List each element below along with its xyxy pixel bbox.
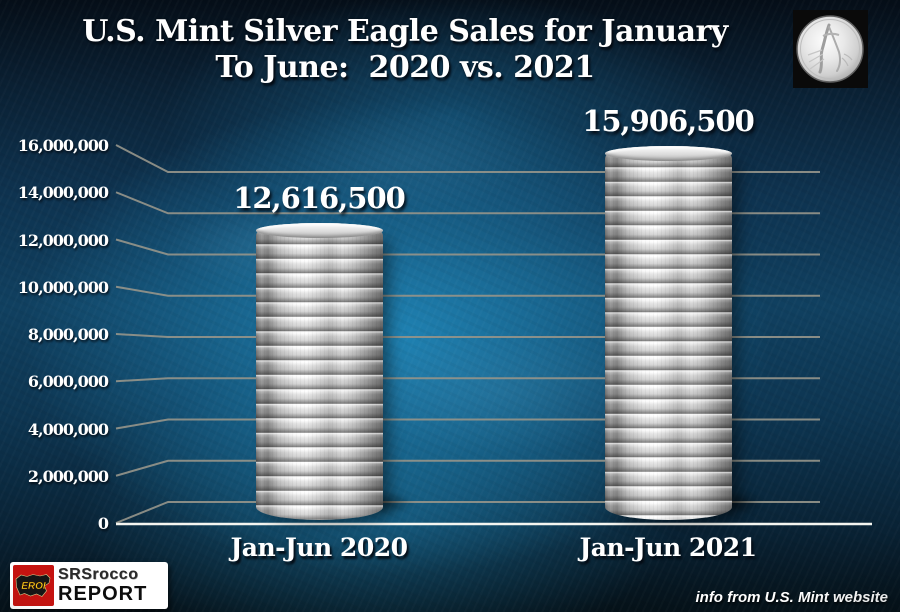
- y-axis-tick-label: 16,000,000: [17, 136, 109, 155]
- eroi-badge-text: EROI: [21, 581, 46, 592]
- logo-name-bottom: REPORT: [58, 583, 148, 605]
- srsrocco-report-logo: EROI SRSrocco REPORT: [10, 562, 168, 609]
- x-axis-label-2021: Jan-Jun 2021: [579, 533, 757, 562]
- eroi-badge: EROI: [13, 565, 54, 606]
- y-axis-tick-label: 8,000,000: [27, 325, 109, 344]
- coin-stack-bar-2020: [255, 222, 383, 520]
- x-axis-label-2020: Jan-Jun 2020: [230, 533, 408, 562]
- silver-eagle-coin-image: [793, 10, 868, 88]
- coin-stack-top-face: [604, 146, 732, 162]
- chart-title: U.S. Mint Silver Eagle Sales for January…: [15, 14, 795, 86]
- y-axis-tick-label: 2,000,000: [27, 466, 109, 486]
- logo-wordmark: SRSrocco REPORT: [58, 566, 148, 605]
- logo-name-top: SRSrocco: [58, 566, 139, 583]
- y-axis-tick-label: 0: [97, 514, 109, 533]
- source-note: info from U.S. Mint website: [695, 589, 888, 606]
- coin-stack-bar-2021: [604, 146, 732, 520]
- chart-title-line1: U.S. Mint Silver Eagle Sales for January: [82, 14, 728, 49]
- bar-value-label-2021: 15,906,500: [582, 104, 755, 139]
- y-axis-tick-label: 12,000,000: [17, 230, 109, 250]
- y-axis-tick-label: 4,000,000: [27, 419, 109, 439]
- y-axis-tick-label: 10,000,000: [17, 277, 109, 297]
- y-axis-tick-label: 14,000,000: [17, 183, 109, 203]
- bar-value-label-2020: 12,616,500: [233, 180, 406, 215]
- y-axis-tick-label: 6,000,000: [27, 372, 109, 392]
- chart-title-line2: To June: 2020 vs. 2021: [215, 50, 595, 85]
- coin-stack-top-face: [255, 222, 383, 238]
